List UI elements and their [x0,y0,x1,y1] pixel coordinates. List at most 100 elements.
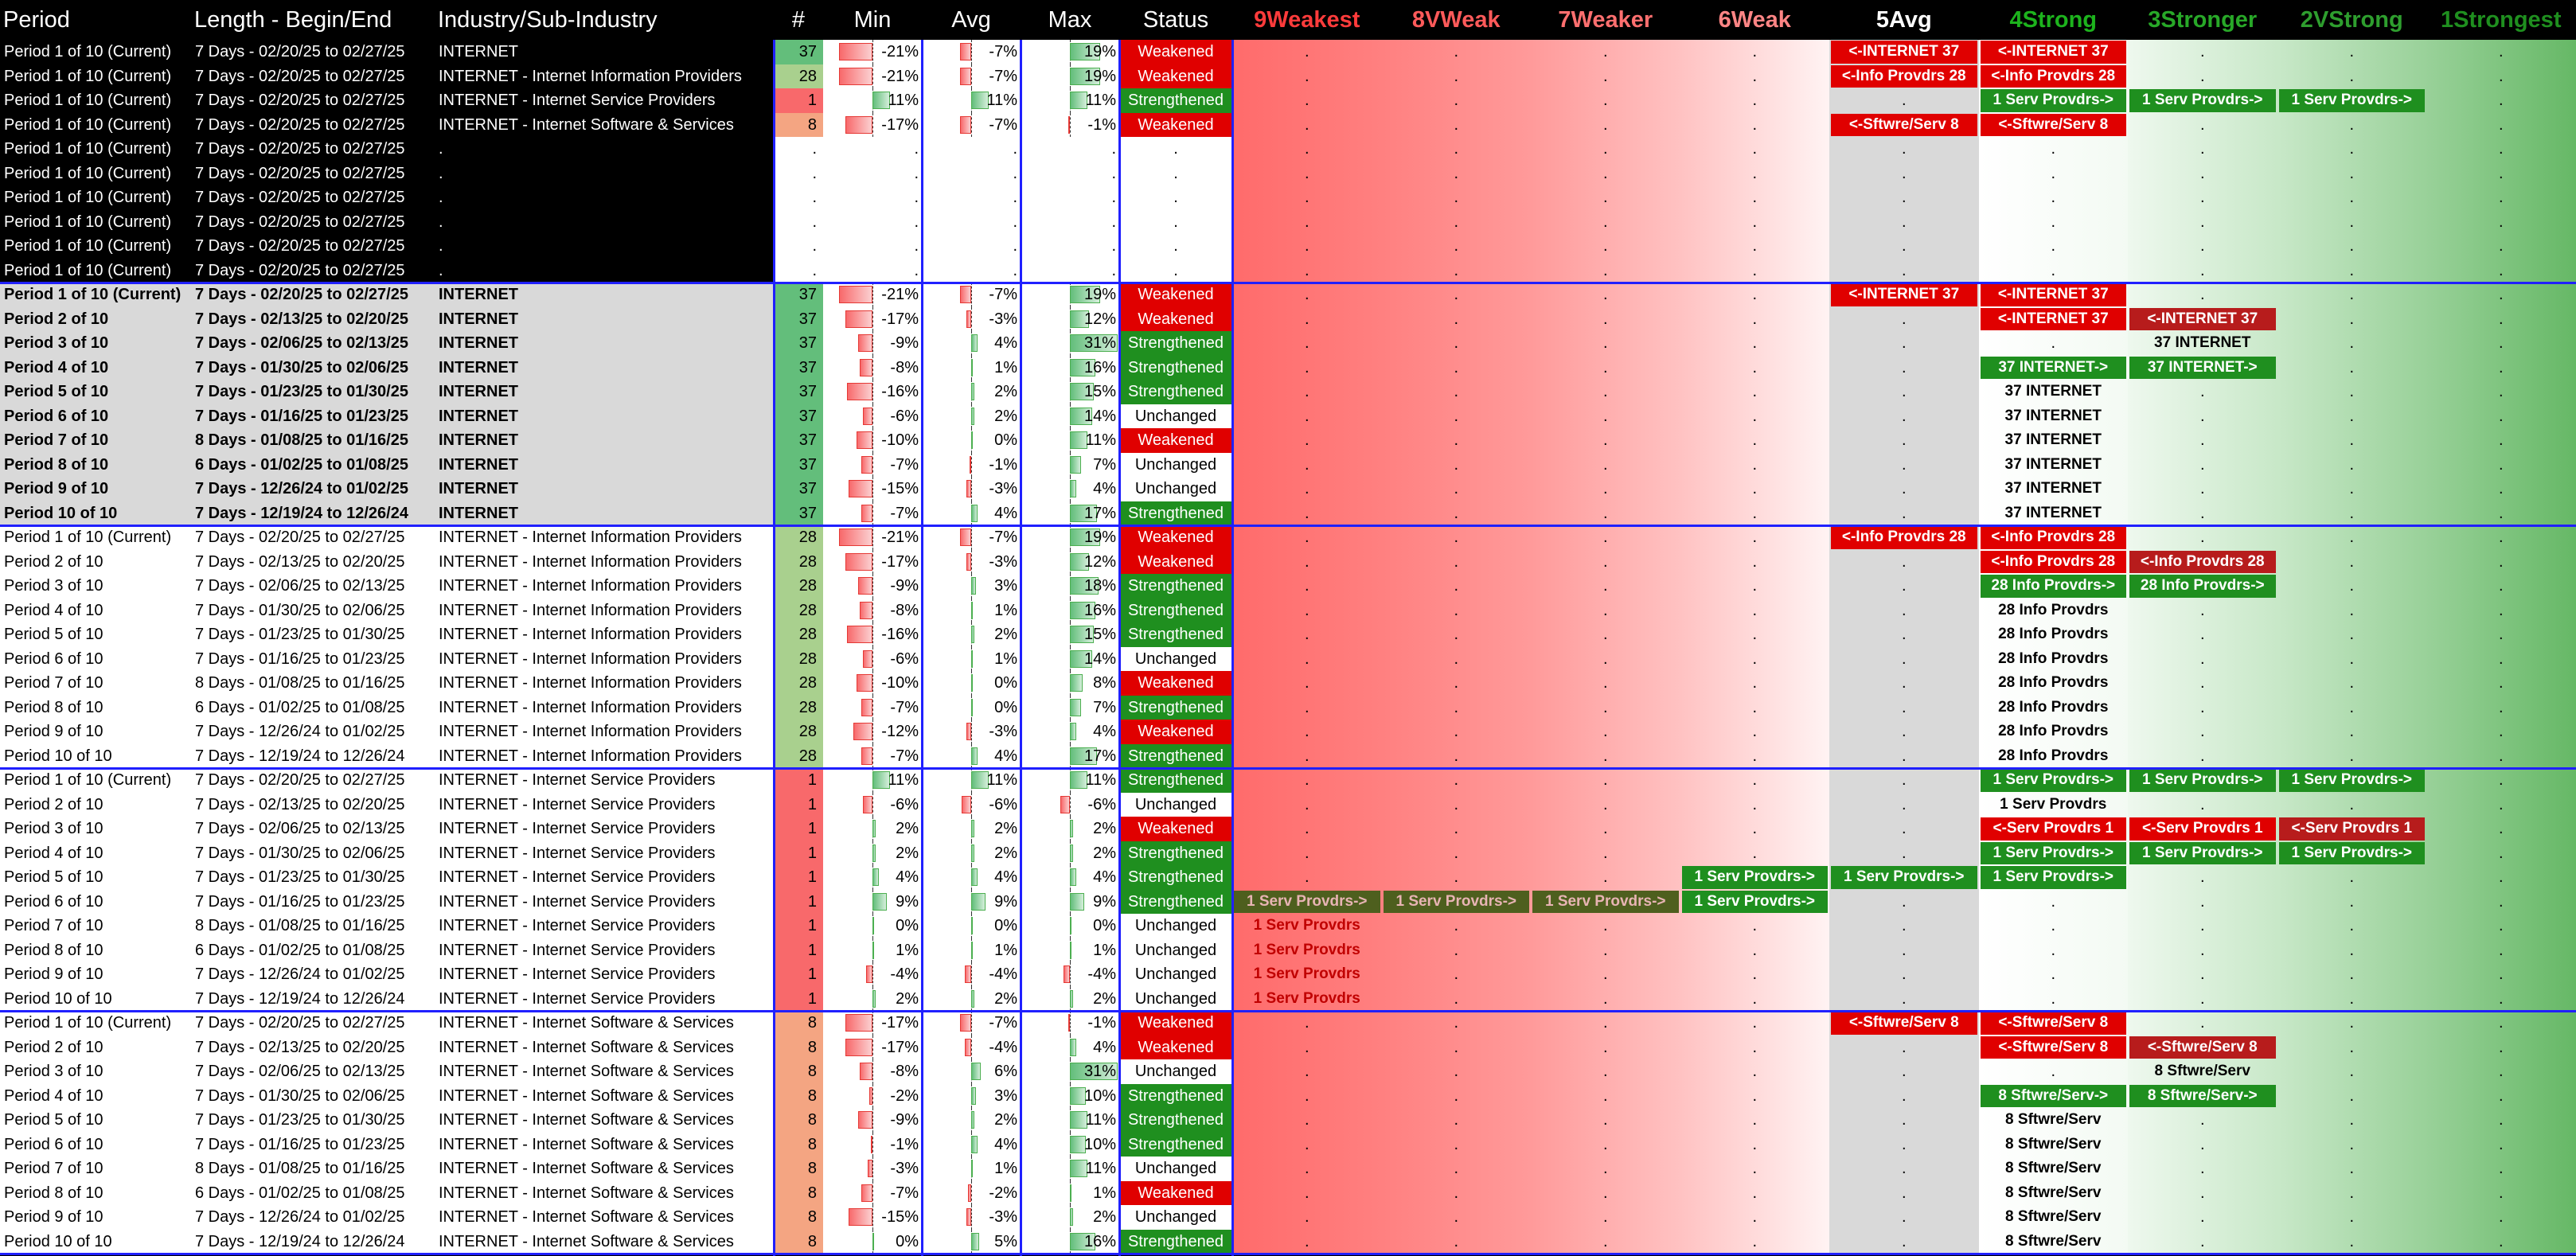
min-cell[interactable]: -7% [823,501,922,525]
table-row[interactable]: Period 2 of 10 7 Days - 02/13/25 to 02/20… [0,306,2576,331]
zone-cell-1[interactable]: . [1232,574,1382,599]
zone-cell-2[interactable]: . [1381,112,1531,137]
min-cell[interactable]: -8% [823,598,922,622]
zone-cell-3[interactable]: . [1531,574,1680,599]
zone-cell-7[interactable]: . [2128,477,2277,501]
zone-cell-5[interactable]: . [1829,1108,1979,1133]
zone-cell-6[interactable]: 28 Info Provdrs [1978,622,2128,647]
table-row[interactable]: Period 4 of 10 7 Days - 01/30/25 to 02/06… [0,355,2576,380]
zone-cell-5[interactable]: . [1829,720,1979,744]
table-row[interactable]: Period 8 of 10 6 Days - 01/02/25 to 01/08… [0,452,2576,477]
status-badge[interactable]: Weakened [1119,1011,1232,1036]
avg-cell[interactable]: 4% [922,865,1021,890]
avg-cell[interactable]: . [922,185,1021,210]
zone-cell-4[interactable]: . [1680,792,1829,817]
avg-cell[interactable]: -3% [922,549,1021,574]
zone-cell-4[interactable]: . [1680,452,1829,477]
zone-tag[interactable]: 28 Info Provdrs [1998,601,2109,618]
count-cell[interactable]: 37 [774,306,823,331]
avg-cell[interactable]: -2% [922,1180,1021,1205]
zone-cell-1[interactable]: . [1232,1011,1382,1036]
count-cell[interactable]: 8 [774,1229,823,1254]
zone-cell-7[interactable]: . [2128,646,2277,671]
length-cell[interactable]: 7 Days - 12/19/24 to 12/26/24 [191,986,435,1011]
industry-cell[interactable]: . [435,209,774,234]
zone-cell-5[interactable]: . [1829,234,1979,259]
zone-cell-6[interactable]: <-Info Provdrs 28 [1978,64,2128,88]
period-cell[interactable]: Period 1 of 10 (Current) [0,209,191,234]
industry-cell[interactable]: INTERNET - Internet Information Provider… [435,64,774,88]
zone-cell-1[interactable]: . [1232,1157,1382,1181]
length-cell[interactable]: 7 Days - 12/19/24 to 12/26/24 [191,501,435,525]
min-cell[interactable]: -12% [823,720,922,744]
zone-cell-9[interactable]: . [2426,574,2576,599]
status-badge[interactable]: Weakened [1119,40,1232,64]
zone-cell-9[interactable]: . [2426,1180,2576,1205]
avg-cell[interactable]: 1% [922,598,1021,622]
count-cell[interactable]: 1 [774,817,823,841]
zone-cell-8[interactable]: . [2277,501,2426,525]
count-cell[interactable]: 37 [774,40,823,64]
zone-cell-7[interactable]: . [2128,792,2277,817]
industry-cell[interactable]: INTERNET - Internet Service Providers [435,938,774,962]
zone-tag[interactable]: 8 Sftwre/Serv [2005,1184,2102,1201]
zone-cell-3[interactable]: . [1531,234,1680,259]
avg-cell[interactable]: 11% [922,768,1021,793]
zone-cell-4[interactable]: . [1680,1180,1829,1205]
zone-cell-7[interactable]: . [2128,720,2277,744]
zone-tag[interactable]: 28 Info Provdrs [1998,747,2109,764]
zone-cell-9[interactable]: . [2426,720,2576,744]
zone-cell-9[interactable]: . [2426,1011,2576,1036]
zone-cell-8[interactable]: <-Serv Provdrs 1 [2277,817,2426,841]
zone-cell-3[interactable]: . [1531,1229,1680,1254]
header-zone-3[interactable]: 7Weaker [1558,7,1653,33]
zone-cell-9[interactable]: . [2426,1157,2576,1181]
zone-tag[interactable]: 1 Serv Provdrs [1253,989,1360,1007]
zone-cell-6[interactable]: <-Sftwre/Serv 8 [1978,1011,2128,1036]
industry-cell[interactable]: INTERNET - Internet Service Providers [435,841,774,865]
zone-cell-8[interactable]: . [2277,258,2426,283]
table-row[interactable]: Period 6 of 10 7 Days - 01/16/25 to 01/23… [0,646,2576,671]
period-cell[interactable]: Period 3 of 10 [0,331,191,356]
table-row[interactable]: Period 2 of 10 7 Days - 02/13/25 to 02/20… [0,549,2576,574]
zone-cell-5[interactable]: . [1829,938,1979,962]
length-cell[interactable]: 7 Days - 02/20/25 to 02/27/25 [191,112,435,137]
zone-cell-1[interactable]: . [1232,1108,1382,1133]
zone-cell-4[interactable]: . [1680,306,1829,331]
industry-cell[interactable]: INTERNET - Internet Information Provider… [435,525,774,550]
zone-cell-7[interactable]: . [2128,962,2277,987]
zone-cell-8[interactable]: . [2277,1180,2426,1205]
zone-cell-4[interactable]: . [1680,1157,1829,1181]
avg-cell[interactable]: 0% [922,671,1021,696]
zone-cell-2[interactable]: . [1381,1059,1531,1084]
min-cell[interactable]: -8% [823,1059,922,1084]
length-cell[interactable]: 7 Days - 02/20/25 to 02/27/25 [191,768,435,793]
length-cell[interactable]: 7 Days - 01/30/25 to 02/06/25 [191,1083,435,1108]
zone-cell-1[interactable]: . [1232,283,1382,307]
table-row[interactable]: Period 1 of 10 (Current) 7 Days - 02/20/2… [0,525,2576,550]
max-cell[interactable]: -6% [1021,792,1119,817]
max-cell[interactable]: 4% [1021,720,1119,744]
table-row[interactable]: Period 6 of 10 7 Days - 01/16/25 to 01/23… [0,1132,2576,1157]
zone-tag[interactable]: 28 Info Provdrs [1998,649,2109,667]
zone-cell-9[interactable]: . [2426,209,2576,234]
table-row[interactable]: Period 8 of 10 6 Days - 01/02/25 to 01/08… [0,1180,2576,1205]
zone-cell-3[interactable]: 1 Serv Provdrs-> [1531,889,1680,914]
count-cell[interactable]: 8 [774,1180,823,1205]
zone-cell-2[interactable]: . [1381,646,1531,671]
count-cell[interactable]: 28 [774,598,823,622]
min-cell[interactable]: -9% [823,574,922,599]
count-cell[interactable]: 28 [774,525,823,550]
max-cell[interactable]: 7% [1021,452,1119,477]
zone-cell-6[interactable]: . [1978,914,2128,938]
zone-cell-2[interactable]: . [1381,404,1531,428]
table-row[interactable]: Period 8 of 10 6 Days - 01/02/25 to 01/08… [0,938,2576,962]
zone-cell-4[interactable]: . [1680,549,1829,574]
status-badge[interactable]: Strengthened [1119,598,1232,622]
zone-cell-6[interactable]: . [1978,962,2128,987]
min-cell[interactable]: -8% [823,355,922,380]
avg-cell[interactable]: 1% [922,355,1021,380]
period-cell[interactable]: Period 9 of 10 [0,1205,191,1230]
period-cell[interactable]: Period 1 of 10 (Current) [0,64,191,88]
zone-cell-1[interactable]: . [1232,404,1382,428]
